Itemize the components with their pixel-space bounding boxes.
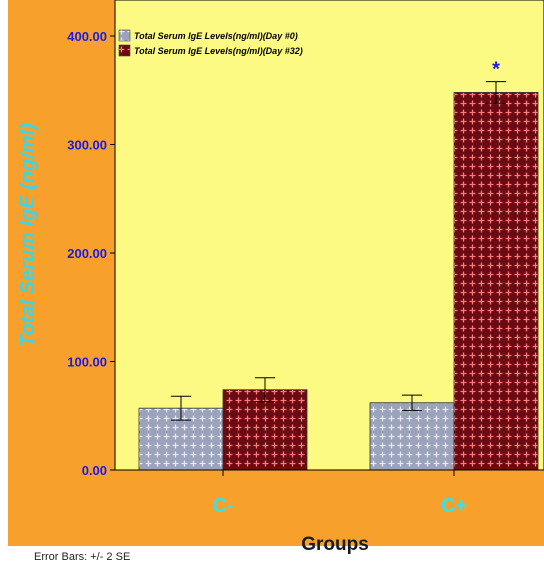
x-axis: C- C+	[115, 469, 544, 517]
legend-label-day0: Total Serum IgE Levels(ng/ml)(Day #0)	[134, 31, 298, 41]
x-axis-label: Groups	[301, 534, 369, 555]
y-axis: 0.00 100.00 200.00 300.00 400.00	[67, 29, 115, 478]
bar-C--series1	[222, 389, 308, 471]
x-tick-label: C-	[212, 495, 233, 517]
annotations: *	[492, 59, 500, 81]
y-tick-label: 100.00	[67, 355, 107, 370]
bar-C+-series1	[453, 92, 539, 471]
legend-swatch-day32	[118, 44, 131, 57]
bar-C+-series0	[369, 402, 455, 471]
legend: Total Serum IgE Levels(ng/ml)(Day #0) To…	[118, 29, 303, 57]
y-tick-label: 0.00	[82, 463, 107, 478]
bars-group	[138, 81, 539, 471]
significance-annotation: *	[492, 59, 500, 81]
y-tick-label: 300.00	[67, 138, 107, 153]
y-tick-label: 400.00	[67, 29, 107, 44]
error-bars-footnote: Error Bars: +/- 2 SE	[34, 551, 131, 563]
legend-label-day32: Total Serum IgE Levels(ng/ml)(Day #32)	[134, 46, 303, 56]
y-axis-label: Total Serum IgE (ng/ml)	[17, 123, 39, 347]
legend-swatch-day0	[118, 29, 131, 42]
x-tick-label: C+	[441, 495, 467, 517]
y-tick-label: 200.00	[67, 246, 107, 261]
